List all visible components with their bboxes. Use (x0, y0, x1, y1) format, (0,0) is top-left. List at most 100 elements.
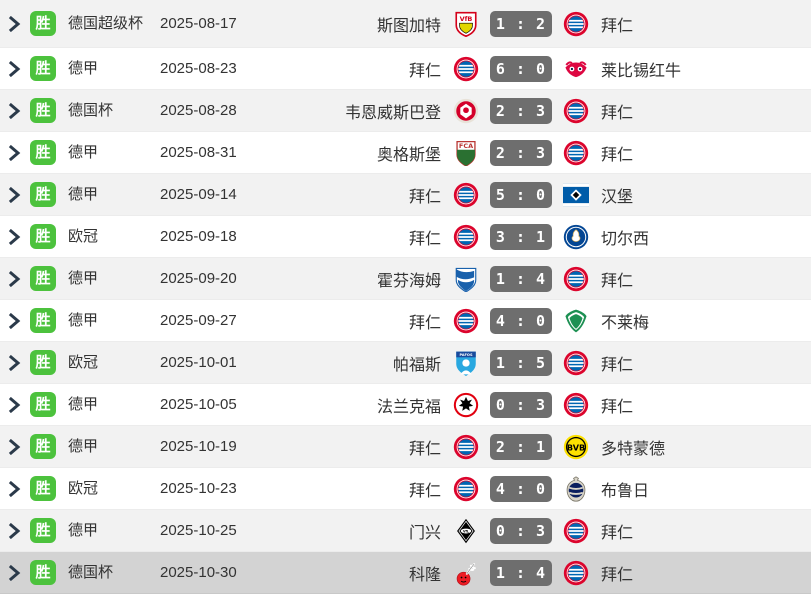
home-team-name[interactable]: 拜仁 (408, 188, 441, 206)
match-score-cell[interactable]: 0 : 3 (483, 391, 559, 418)
expand-row-button[interactable] (0, 312, 30, 329)
match-row[interactable]: 胜欧冠 2025-09-18 拜仁 3 : 1 切尔西 (0, 216, 811, 258)
away-team-logo (559, 266, 593, 292)
away-team-logo (559, 518, 593, 544)
match-score-cell[interactable]: 1 : 5 (483, 349, 559, 376)
away-team-logo (559, 475, 593, 502)
expand-row-button[interactable] (0, 186, 30, 203)
match-score-cell[interactable]: 1 : 4 (483, 265, 559, 292)
expand-row-button[interactable] (0, 60, 30, 77)
away-team-name[interactable]: 拜仁 (601, 17, 634, 35)
result-badge: 胜 (30, 392, 56, 417)
chevron-right-icon (8, 480, 22, 497)
match-date: 2025-09-18 (160, 228, 237, 245)
match-row[interactable]: 胜德国杯 2025-08-28 韦恩威斯巴登 2 : 3 拜仁 (0, 90, 811, 132)
home-team-name[interactable]: 奥格斯堡 (376, 146, 441, 164)
svg-text:BVB: BVB (567, 442, 585, 452)
home-team-name[interactable]: 帕福斯 (392, 356, 441, 374)
expand-row-button[interactable] (0, 15, 30, 32)
result-badge: 胜 (30, 518, 56, 543)
match-score-cell[interactable]: 6 : 0 (483, 55, 559, 82)
home-team-name[interactable]: 拜仁 (408, 440, 441, 458)
away-team-logo (559, 140, 593, 166)
home-team-logo: VfB (449, 11, 483, 37)
away-team-name[interactable]: 拜仁 (601, 524, 634, 542)
expand-row-button[interactable] (0, 564, 30, 581)
away-team-logo (559, 56, 593, 82)
away-team-logo (559, 182, 593, 208)
expand-row-button[interactable] (0, 144, 30, 161)
away-team-name[interactable]: 拜仁 (601, 146, 634, 164)
match-score-cell[interactable]: 2 : 3 (483, 97, 559, 124)
expand-row-button[interactable] (0, 396, 30, 413)
match-score-cell[interactable]: 0 : 3 (483, 517, 559, 544)
match-row[interactable]: 胜德甲 2025-10-25 门兴 VfL 0 : 3 拜仁 (0, 510, 811, 552)
score-badge: 1 : 5 (490, 349, 552, 376)
home-team-name[interactable]: 斯图加特 (376, 17, 441, 35)
match-score-cell[interactable]: 4 : 0 (483, 307, 559, 334)
match-row[interactable]: 胜德甲 2025-10-05 法兰克福 0 : 3 拜仁 (0, 384, 811, 426)
match-row[interactable]: 胜德甲 2025-09-27 拜仁 4 : 0 不莱梅 (0, 300, 811, 342)
score-badge: 4 : 0 (490, 307, 552, 334)
match-score-cell[interactable]: 1 : 4 (483, 559, 559, 586)
score-badge: 1 : 2 (490, 10, 552, 37)
match-score-cell[interactable]: 1 : 2 (483, 10, 559, 37)
match-row[interactable]: 胜德甲 2025-08-23 拜仁 6 : 0 莱比锡红牛 (0, 48, 811, 90)
chevron-right-icon (8, 186, 22, 203)
match-row[interactable]: 胜德国杯 2025-10-30 科隆 1 : 4 拜仁 (0, 552, 811, 594)
home-team-name[interactable]: 拜仁 (408, 482, 441, 500)
away-team-name[interactable]: 莱比锡红牛 (601, 62, 682, 80)
expand-row-button[interactable] (0, 480, 30, 497)
away-team-name[interactable]: 汉堡 (601, 188, 634, 206)
match-result-cell: 胜 (30, 224, 64, 249)
match-row[interactable]: 胜德甲 2025-09-20 霍芬海姆 1 : 4 拜仁 (0, 258, 811, 300)
score-badge: 4 : 0 (490, 475, 552, 502)
home-team-name[interactable]: 拜仁 (408, 230, 441, 248)
match-score-cell[interactable]: 3 : 1 (483, 223, 559, 250)
away-team-name[interactable]: 拜仁 (601, 104, 634, 122)
home-team-name[interactable]: 拜仁 (408, 314, 441, 332)
home-team-name[interactable]: 法兰克福 (376, 398, 441, 416)
competition-name: 欧冠 (68, 354, 99, 371)
away-team-name[interactable]: 拜仁 (601, 566, 634, 584)
match-row[interactable]: 胜德甲 2025-09-14 拜仁 5 : 0 汉堡 (0, 174, 811, 216)
home-team-name[interactable]: 拜仁 (408, 62, 441, 80)
result-badge: 胜 (30, 560, 56, 585)
away-team-name[interactable]: 拜仁 (601, 398, 634, 416)
expand-row-button[interactable] (0, 270, 30, 287)
away-team-logo: BVB (559, 434, 593, 460)
away-team-name[interactable]: 拜仁 (601, 356, 634, 374)
match-score-cell[interactable]: 2 : 3 (483, 139, 559, 166)
expand-row-button[interactable] (0, 228, 30, 245)
match-row[interactable]: 胜德国超级杯 2025-08-17 斯图加特 VfB 1 : 2 拜仁 (0, 0, 811, 48)
away-team-name[interactable]: 切尔西 (601, 230, 650, 248)
away-team-name[interactable]: 布鲁日 (601, 482, 650, 500)
match-row[interactable]: 胜欧冠 2025-10-01 帕福斯 PAFOS 1 : 5 拜仁 (0, 342, 811, 384)
chevron-right-icon (8, 270, 22, 287)
result-badge: 胜 (30, 434, 56, 459)
match-score-cell[interactable]: 4 : 0 (483, 475, 559, 502)
home-team-logo: PAFOS (449, 350, 483, 376)
away-team-name[interactable]: 多特蒙德 (601, 440, 666, 458)
home-team-logo (449, 98, 483, 124)
away-team-name[interactable]: 拜仁 (601, 272, 634, 290)
home-team-name[interactable]: 霍芬海姆 (376, 272, 441, 290)
match-score-cell[interactable]: 5 : 0 (483, 181, 559, 208)
expand-row-button[interactable] (0, 102, 30, 119)
match-row[interactable]: 胜欧冠 2025-10-23 拜仁 4 : 0 布鲁日 (0, 468, 811, 510)
expand-row-button[interactable] (0, 438, 30, 455)
expand-row-button[interactable] (0, 522, 30, 539)
home-team-name[interactable]: 门兴 (408, 524, 441, 542)
away-team-name[interactable]: 不莱梅 (601, 314, 650, 332)
chevron-right-icon (8, 228, 22, 245)
home-team-name[interactable]: 韦恩威斯巴登 (344, 104, 441, 122)
home-team-logo (449, 308, 483, 334)
competition-name: 欧冠 (68, 228, 99, 245)
match-result-cell: 胜 (30, 518, 64, 543)
match-row[interactable]: 胜德甲 2025-08-31 奥格斯堡 FCA 2 : 3 拜仁 (0, 132, 811, 174)
match-row[interactable]: 胜德甲 2025-10-19 拜仁 2 : 1 BVB 多特蒙德 (0, 426, 811, 468)
home-team-name[interactable]: 科隆 (408, 566, 441, 584)
chevron-right-icon (8, 396, 22, 413)
expand-row-button[interactable] (0, 354, 30, 371)
match-score-cell[interactable]: 2 : 1 (483, 433, 559, 460)
